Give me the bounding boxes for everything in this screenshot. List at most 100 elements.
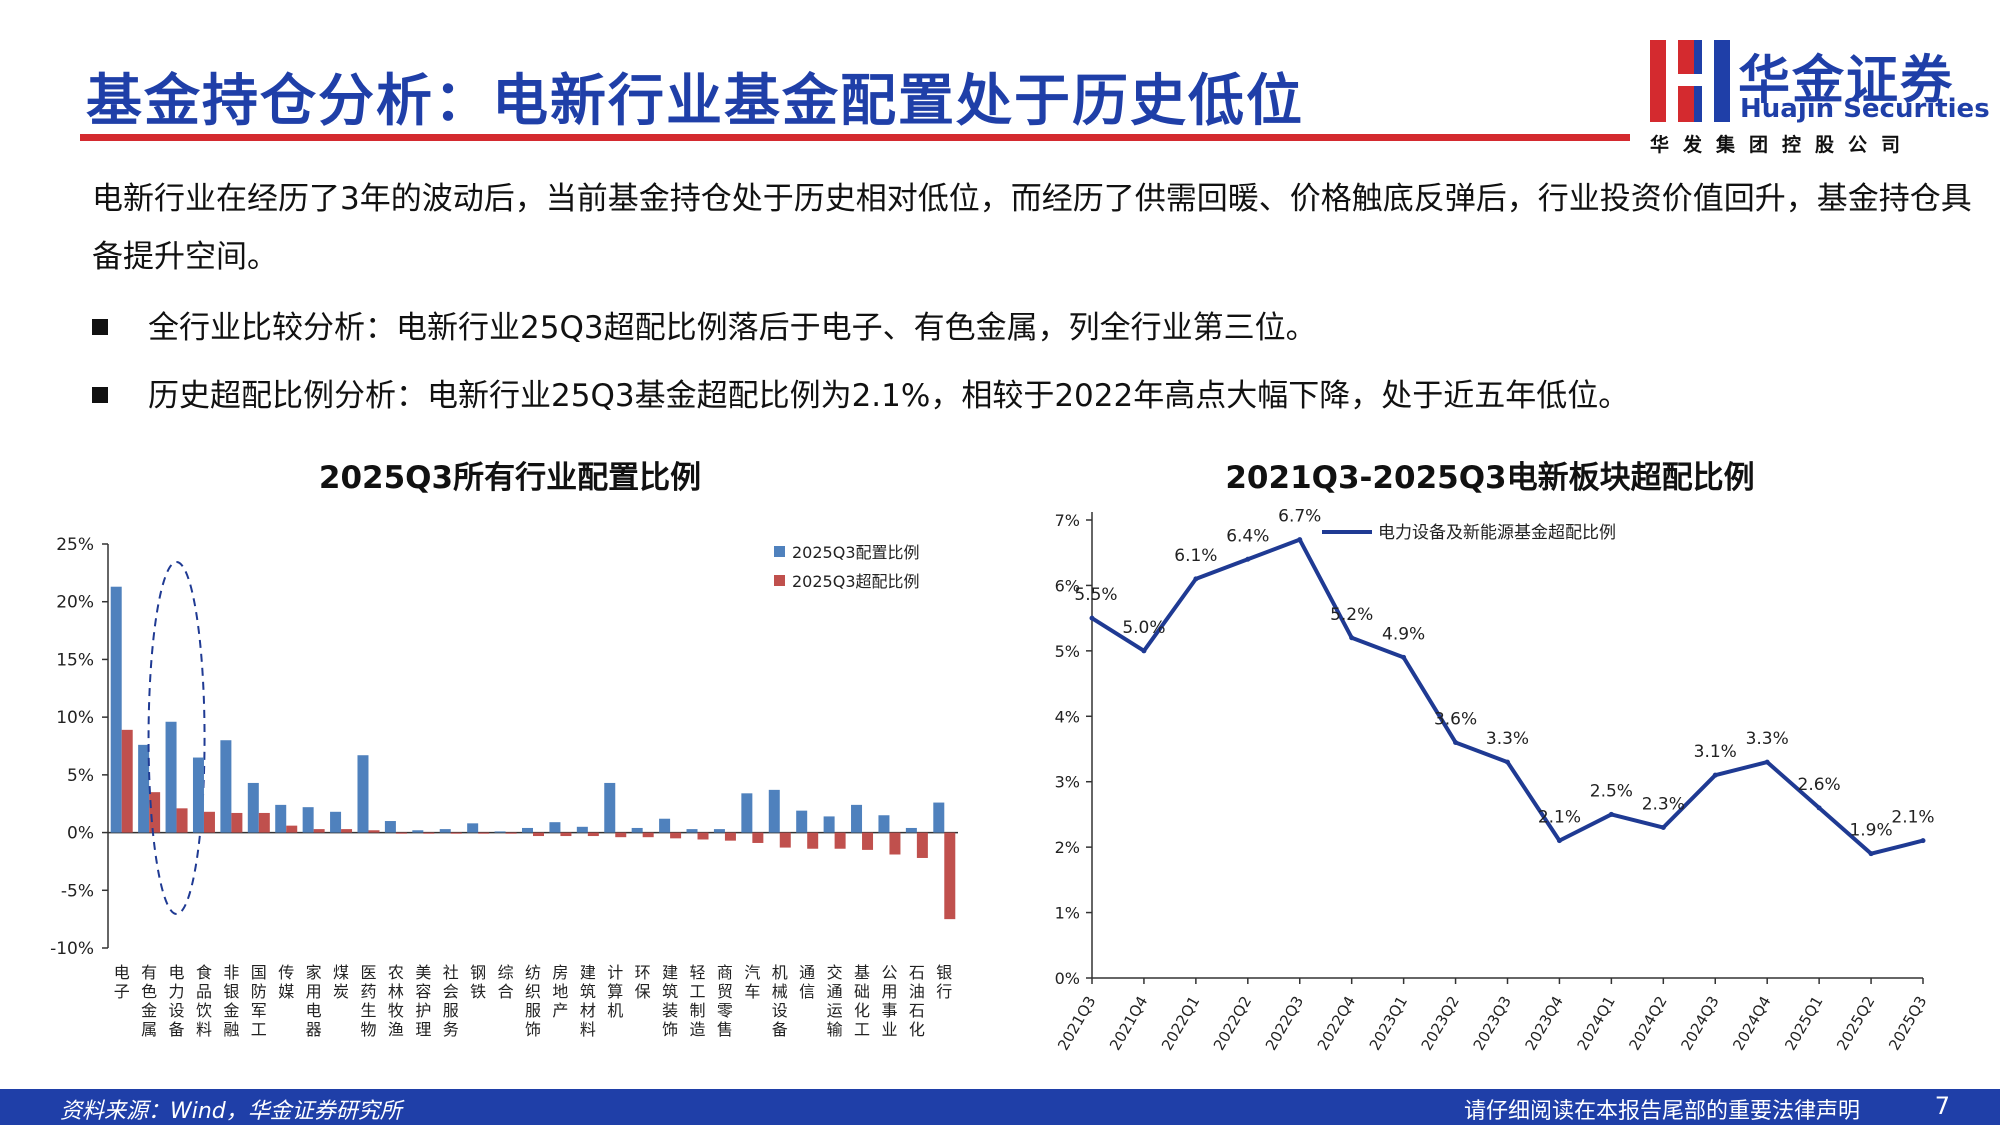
bar-category-label: 容 xyxy=(415,982,431,1001)
bar-y-tick-label: 0% xyxy=(67,824,94,844)
bar-category-label: 算 xyxy=(607,982,623,1001)
bar-category-label: 器 xyxy=(306,1020,322,1039)
bar-category-label: 合 xyxy=(498,982,514,1001)
bar-category-label: 产 xyxy=(552,1001,568,1020)
line-x-tick-label: 2023Q2 xyxy=(1418,993,1463,1054)
bar-overweight xyxy=(258,812,270,833)
bar-allocation xyxy=(384,821,396,833)
bar-overweight xyxy=(916,832,928,858)
bar-y-tick-label: 20% xyxy=(56,593,94,613)
bar-allocation xyxy=(796,810,808,833)
line-x-tick-label: 2021Q3 xyxy=(1054,993,1099,1054)
bar-category-label: 地 xyxy=(552,982,568,1001)
bar-category-label: 有 xyxy=(141,963,157,982)
bar-category-label: 轻 xyxy=(690,963,706,982)
bar-allocation xyxy=(659,818,671,833)
bar-overweight xyxy=(697,832,709,840)
bar-category-label: 通 xyxy=(799,963,815,982)
bar-category-label: 装 xyxy=(662,1001,678,1020)
legend-swatch-allocation xyxy=(774,546,785,557)
bar-category-label: 建 xyxy=(580,963,596,982)
bar-overweight xyxy=(231,812,243,833)
bar-allocation xyxy=(247,782,259,833)
bar-allocation xyxy=(768,789,780,833)
bar-category-label: 械 xyxy=(772,982,788,1001)
bar-category-label: 机 xyxy=(607,1001,623,1020)
bar-overweight xyxy=(834,832,846,849)
line-point xyxy=(1193,576,1199,582)
line-x-tick-label: 2024Q4 xyxy=(1729,993,1774,1054)
bar-category-label: 服 xyxy=(443,1001,459,1020)
bar-category-label: 护 xyxy=(415,1001,431,1020)
page-title: 基金持仓分析：电新行业基金配置处于历史低位 xyxy=(86,69,1304,134)
line-point xyxy=(1764,759,1770,765)
bar-category-label: 渔 xyxy=(388,1020,404,1039)
line-x-tick-label: 2024Q2 xyxy=(1625,993,1670,1054)
bar-category-label: 材 xyxy=(580,1001,596,1020)
bullet-item-1: 全行业比较分析：电新行业25Q3超配比例落后于电子、有色金属，列全行业第三位。 xyxy=(92,302,1317,347)
bar-category-label: 银 xyxy=(223,982,239,1001)
line-data-label: 2.1% xyxy=(1891,808,1934,828)
bar-overweight xyxy=(341,829,353,833)
bar-overweight xyxy=(807,832,819,849)
line-data-label: 3.3% xyxy=(1486,729,1529,749)
bar-category-label: 机 xyxy=(772,963,788,982)
line-chart-title: 2021Q3-2025Q3电新板块超配比例 xyxy=(1225,460,1755,496)
bar-category-label: 品 xyxy=(196,982,212,1001)
bar-category-label: 备 xyxy=(169,1020,185,1039)
bar-category-label: 建 xyxy=(662,963,678,982)
line-point xyxy=(1141,648,1147,654)
bar-category-label: 售 xyxy=(717,1020,733,1039)
bar-y-tick-label: 10% xyxy=(56,708,94,728)
bar-allocation xyxy=(933,802,945,833)
bar-category-label: 车 xyxy=(744,982,760,1001)
bar-category-label: 事 xyxy=(881,1001,897,1020)
line-point xyxy=(1089,615,1095,621)
line-data-label: 2.6% xyxy=(1798,775,1841,795)
bar-allocation xyxy=(192,757,204,833)
bar-allocation xyxy=(220,740,232,833)
bar-category-label: 煤 xyxy=(333,963,349,982)
legend-label-allocation: 2025Q3配置比例 xyxy=(792,543,920,562)
line-x-tick-label: 2022Q4 xyxy=(1314,993,1359,1054)
bar-category-label: 综 xyxy=(498,963,514,982)
bar-allocation xyxy=(741,793,753,833)
bar-category-label: 计 xyxy=(607,963,623,982)
bar-category-label: 生 xyxy=(360,1001,376,1020)
bar-overweight xyxy=(450,832,462,834)
legend-swatch-overweight xyxy=(774,575,785,586)
bar-overweight xyxy=(560,832,572,837)
line-data-label: 3.3% xyxy=(1746,729,1789,749)
company-logo: 华金证券 Huajin Securities 华发集团控股公司 xyxy=(1650,38,1990,158)
bar-allocation xyxy=(713,829,725,833)
bar-allocation xyxy=(905,827,917,833)
bar-category-label: 药 xyxy=(360,982,376,1001)
line-point xyxy=(1712,772,1718,778)
bar-category-label: 化 xyxy=(854,1001,870,1020)
bar-overweight xyxy=(670,832,682,839)
bar-category-label: 电 xyxy=(306,1001,322,1020)
bar-category-label: 基 xyxy=(854,963,870,982)
line-data-label: 2.3% xyxy=(1642,795,1685,815)
line-y-tick-label: 2% xyxy=(1055,838,1080,857)
bar-y-tick-label: -5% xyxy=(61,881,94,901)
bar-overweight xyxy=(889,832,901,855)
bar-overweight xyxy=(615,832,627,838)
bar-category-label: 用 xyxy=(306,982,322,1001)
line-data-label: 2.1% xyxy=(1538,808,1581,828)
bar-allocation xyxy=(357,755,369,833)
bar-category-label: 汽 xyxy=(744,963,760,982)
line-x-tick-label: 2024Q1 xyxy=(1573,993,1618,1054)
bar-category-label: 社 xyxy=(443,963,459,982)
bar-allocation xyxy=(110,586,122,833)
line-x-tick-label: 2025Q1 xyxy=(1781,993,1826,1054)
bar-y-tick-label: 15% xyxy=(56,650,94,670)
bar-category-label: 公 xyxy=(881,963,897,982)
bar-category-label: 造 xyxy=(690,1020,706,1039)
bar-allocation xyxy=(275,804,287,833)
bar-category-label: 银 xyxy=(936,963,952,982)
title-underline xyxy=(80,134,1630,141)
bar-overweight xyxy=(724,832,736,841)
line-data-label: 6.1% xyxy=(1174,546,1217,566)
bar-allocation xyxy=(494,831,506,833)
